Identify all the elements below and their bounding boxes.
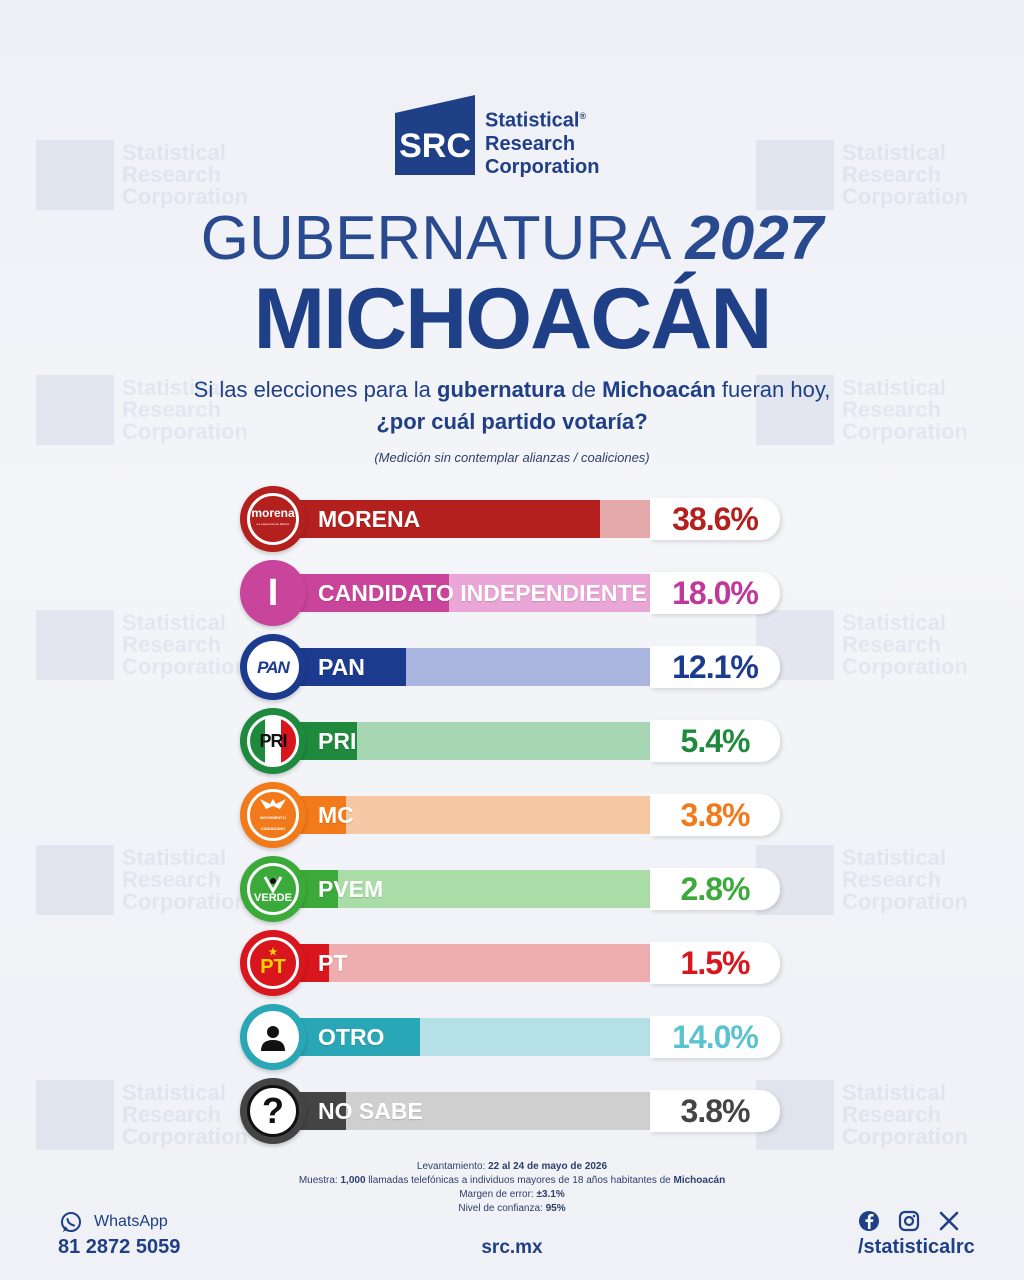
whatsapp-icon [61,1212,81,1232]
survey-question: Si las elecciones para la gubernatura de… [193,377,831,434]
morena-logo: morena La esperanza de México [247,493,299,545]
watermark: Statistical Research Corporation [36,845,248,915]
social-handle[interactable]: /statisticalrc [858,1236,975,1258]
pvem-logo: VERDE [247,863,299,915]
bar [272,500,600,538]
mc-logo: MOVIMIENTO CIUDADANO [247,789,299,841]
bar-row: CANDIDATO INDEPENDIENTE 18.0% I [240,560,785,626]
pvem-logo-text: VERDE [254,891,292,904]
bar-row: PAN 12.1% PAN [240,634,785,700]
watermark: Statistical Research Corporation [36,140,248,210]
bar-value-label: 5.4% [650,720,780,762]
bar-category-label: PVEM [318,876,384,902]
whatsapp-contact[interactable]: WhatsApp [60,1211,168,1233]
bar-category-label: PRI [318,728,357,754]
morena-logo-sub: La esperanza de México [256,522,290,526]
pri-logo-text: PRI [259,730,287,751]
src-logo-mark: SRC [395,95,475,175]
bar-row: PT 1.5% ★ PT [240,930,785,996]
party-badge: VERDE [240,856,306,922]
bar-value-label: 3.8% [650,1090,780,1132]
social-links [858,1210,960,1232]
bar-row: NO SABE 3.8%? [240,1078,785,1144]
bar-category-label: MORENA [318,506,421,532]
bar-track: OTRO [272,1018,692,1056]
pri-logo: PRI [247,715,299,767]
bar-category-label: OTRO [318,1024,385,1050]
person-icon [247,1011,299,1063]
whatsapp-label: WhatsApp [94,1213,168,1230]
bar-value-label: 18.0% [650,572,780,614]
bar-row: PVEM 2.8% VERDE [240,856,785,922]
party-badge: ★ PT [240,930,306,996]
party-badge: I [240,560,306,626]
independiente-logo: I [247,567,299,619]
bar-row: MC 3.8% MOVIMIENTO CIUDADANO [240,782,785,848]
morena-logo-text: morena [251,506,295,520]
state-title: MICHOACÁN [253,271,772,367]
methodology-notes: Levantamiento: 22 al 24 de mayo de 2026 … [298,1161,726,1214]
watermark: Statistical Research Corporation [756,610,968,680]
bar-row: PRI 5.4% PRI [240,708,785,774]
bar-track: PAN [272,648,692,686]
bar-track: PRI [272,722,692,760]
independiente-logo-text: I [267,572,279,614]
question-mark-icon: ? [262,1090,284,1131]
pt-logo-text: PT [260,956,286,978]
watermark: Statistical Research Corporation [756,845,968,915]
watermark: Statistical Research Corporation [36,1080,248,1150]
facebook-icon[interactable] [858,1210,880,1232]
eagle-icon [260,799,286,809]
bar-value-label: 14.0% [650,1016,780,1058]
logo-letters: SRC [399,127,471,165]
bar-track: NO SABE [272,1092,692,1130]
bar-track: CANDIDATO INDEPENDIENTE [272,574,692,612]
question-logo: ? [247,1085,299,1137]
bar-value-label: 12.1% [650,646,780,688]
instagram-icon[interactable] [898,1210,920,1232]
pan-logo: PAN [247,641,299,693]
bar-value-label: 2.8% [650,868,780,910]
bar-category-label: MC [318,802,354,828]
survey-note: (Medición sin contemplar alianzas / coal… [374,450,650,465]
star-icon: ★ [268,947,278,958]
page-title: GUBERNATURA 2027 [200,204,824,273]
phone-number[interactable]: 81 2872 5059 [58,1236,181,1258]
bar-category-label: CANDIDATO INDEPENDIENTE [318,580,647,606]
person-glyph [261,1026,285,1051]
bar-row: MORENA 38.6% morena La esperanza de México [240,486,785,552]
party-badge: ? [240,1078,306,1144]
party-badge [240,1004,306,1070]
watermark: Statistical Research Corporation [756,1080,968,1150]
bar-track: MC [272,796,692,834]
bar-category-label: PAN [318,654,365,680]
bar-value-label: 38.6% [650,498,780,540]
toucan-icon [263,875,283,893]
bar-category-label: NO SABE [318,1098,423,1124]
watermark: Statistical Research Corporation [756,140,968,210]
bar-category-label: PT [318,950,348,976]
bar-track: MORENA [272,500,692,538]
pan-logo-text: PAN [257,657,290,677]
party-badge: morena La esperanza de México [240,486,306,552]
pt-logo: ★ PT [247,937,299,989]
bar-value-label: 3.8% [650,794,780,836]
party-badge: PAN [240,634,306,700]
mc-logo-text: MOVIMIENTO CIUDADANO [260,815,286,831]
brand-name: Statistical® Research Corporation [485,109,600,178]
x-icon[interactable] [938,1210,960,1232]
watermark: Statistical Research Corporation [36,610,248,680]
bar-track: PT [272,944,692,982]
party-badge: PRI [240,708,306,774]
party-badge: MOVIMIENTO CIUDADANO [240,782,306,848]
src-logo: SRC Statistical® Research Corporation [395,95,635,180]
bar-row: OTRO 14.0% [240,1004,785,1070]
bar-track: PVEM [272,870,692,908]
bar-value-label: 1.5% [650,942,780,984]
website-link[interactable]: src.mx [481,1237,543,1258]
